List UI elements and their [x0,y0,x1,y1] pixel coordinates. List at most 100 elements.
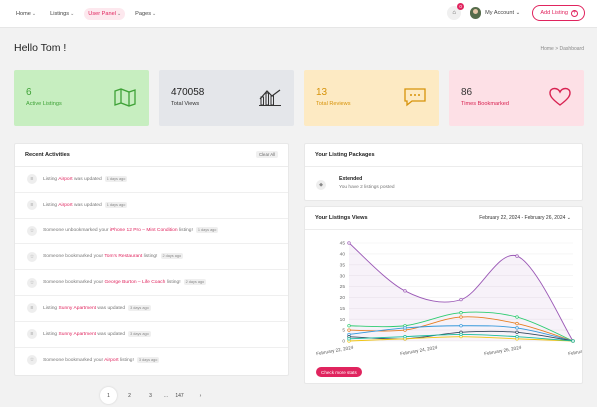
x-tick-label: February 28, 2024 [568,345,582,357]
nav-item-user-panel[interactable]: User Panel⌄ [84,8,126,20]
x-tick-label: February 26, 2024 [484,345,522,357]
heart-icon [549,87,571,106]
activity-listing-link[interactable]: Sunny Apartment [58,305,97,311]
y-tick-label: 15 [340,306,346,312]
activity-row: ☆ Someone bookmarked your Airport listing… [15,348,288,374]
card-header: Recent Activities Clear All [15,144,288,167]
y-tick-label: 35 [340,262,346,268]
activity-prefix: Listing [43,202,59,208]
activity-prefix: Someone bookmarked your [43,357,105,363]
stat-value: 86 [461,87,473,98]
stat-label: Times Bookmarked [461,101,509,107]
activity-prefix: Someone unbookmarked your [43,228,110,234]
activity-listing-link[interactable]: Sunny Apartment [58,331,97,337]
series-point [515,326,519,330]
activity-suffix: was updated [72,176,102,182]
chevron-down-icon: ⌄ [566,215,571,221]
series-point [459,332,463,337]
y-tick-label: 0 [342,339,345,345]
package-item: ◆ Extended You have 2 listings posted [305,167,582,203]
nav-item-home[interactable]: Home⌄ [12,8,40,20]
activity-prefix: Listing [43,305,59,311]
stat-value: 470058 [171,87,205,98]
activity-suffix: listing! [142,254,158,260]
nav-item-listings[interactable]: Listings⌄ [46,8,78,20]
layers-icon: ≡ [27,174,37,185]
series-point [403,326,407,330]
series-point [347,328,351,332]
package-desc: You have 2 listings posted [339,185,395,190]
activity-list: ≡ Listing Airport was updated 1 days ago ≡ L… [15,167,288,373]
listing-packages-card: Your Listing Packages ◆ Extended You hav… [304,143,583,201]
date-range-picker[interactable]: February 22, 2024 - February 26, 2024 ⌄ [479,215,571,221]
activity-prefix: Someone bookmarked your [43,280,105,286]
next-page-icon[interactable]: › [199,392,202,399]
breadcrumb-home[interactable]: Home [540,46,554,52]
cart-button[interactable]: ⌂ 0 [447,3,465,20]
series-point [515,321,519,326]
activity-listing-link[interactable]: Tom's Restaurant [104,254,143,260]
activity-prefix: Someone bookmarked your [43,254,105,260]
y-tick-label: 20 [340,295,346,301]
series-point [459,311,463,315]
add-listing-button[interactable]: Add Listing + [532,5,585,21]
chevron-down-icon: ⌄ [515,10,521,16]
stat-label: Total Views [171,101,200,107]
card-header: Your Listings Views February 22, 2024 - … [305,207,582,230]
series-point [347,337,351,341]
series-point [571,339,575,343]
breadcrumb-separator-icon: > [555,46,560,52]
page-title: Hello Tom ! [14,42,67,54]
stat-value: 6 [26,87,32,98]
nav-item-pages[interactable]: Pages⌄ [131,8,160,20]
y-tick-label: 30 [340,273,346,279]
activity-text: Someone unbookmarked your iPhone 12 Pro … [43,227,219,234]
page-button-1[interactable]: 1 [100,387,117,404]
activity-text: Listing Airport was updated 1 days ago [43,201,128,208]
activity-listing-link[interactable]: Airport [58,202,73,208]
series-point [515,254,519,258]
series-point [459,324,463,328]
star-icon: ☆ [27,277,37,288]
clear-all-button[interactable]: Clear All [256,151,278,158]
activity-listing-link[interactable]: Airport [58,176,73,182]
series-point [403,334,407,339]
chat-icon [404,88,426,107]
page-ellipsis: ... [163,392,169,399]
activity-listing-link[interactable]: iPhone 12 Pro – Mint Condition [109,228,178,234]
x-tick-label: February 22, 2024 [316,345,354,357]
activity-time-badge: 1 days ago [104,201,128,208]
activity-listing-link[interactable]: Airport [104,357,119,363]
activity-text: Listing Sunny Apartment was updated 3 day… [43,330,151,337]
avatar[interactable] [470,7,482,19]
activity-row: ≡ Listing Airport was updated 1 days ago [15,193,288,219]
activity-time-badge: 3 days ago [128,330,151,337]
activity-row: ☆ Someone unbookmarked your iPhone 12 Pro… [15,219,288,245]
page-button-2[interactable]: 2 [128,392,131,399]
map-icon [114,88,136,107]
activity-suffix: listing! [165,280,181,286]
my-account-menu[interactable]: My Account ⌄ [485,10,520,16]
check-more-stats-button[interactable]: Check more stats [316,367,362,377]
activity-text: Someone bookmarked your Airport listing!… [43,356,160,363]
main-nav: Home⌄ Listings⌄ User Panel⌄ Pages⌄ [12,8,160,20]
series-point [515,334,519,339]
layers-icon: ≡ [27,329,37,340]
stat-label: Active Listings [26,101,62,107]
star-icon: ☆ [27,251,37,262]
cart-count-badge: 0 [457,3,465,10]
series-point [347,241,351,245]
card-title: Recent Activities [25,152,70,158]
activity-row: ≡ Listing Sunny Apartment was updated 3 da… [15,296,288,322]
activity-listing-link[interactable]: George Burton – Life Coach [104,280,166,286]
activity-prefix: Listing [43,331,59,337]
series-point [459,297,463,302]
star-icon: ☆ [27,355,37,366]
page-button-3[interactable]: 3 [149,392,152,399]
breadcrumb-current: Dashboard [559,46,584,52]
activity-suffix: was updated [72,202,102,208]
page-button-last[interactable]: 147 [175,392,184,399]
nav-label: Home [16,11,31,17]
activity-text: Someone bookmarked your George Burton – … [43,279,207,286]
activity-time-badge: 1 days ago [195,227,219,234]
